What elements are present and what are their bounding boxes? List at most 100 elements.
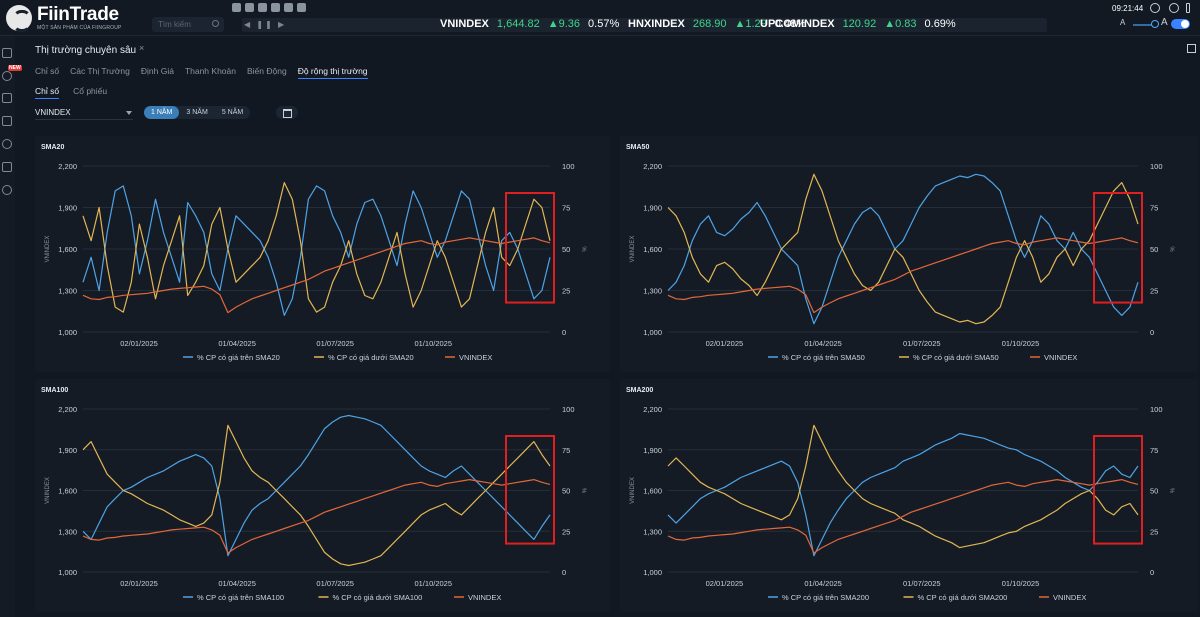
y-right-tick-label: 50 (1150, 245, 1158, 254)
settings-icon[interactable] (297, 3, 306, 12)
range-1-year[interactable]: 1 NĂM (144, 106, 180, 119)
highlight-box (505, 435, 555, 545)
page-title: Thị trường chuyên sâu (35, 45, 137, 56)
y-right-tick-label: 75 (562, 204, 570, 213)
main-tabs: Chỉ số Các Thị Trường Định Giá Thanh Kho… (35, 66, 368, 79)
index-select[interactable]: VNINDEX (35, 106, 133, 120)
series-line-3 (667, 478, 1139, 554)
x-tick-label: 01/07/2025 (903, 579, 941, 588)
legend-label: % CP có giá trên SMA50 (782, 353, 865, 362)
x-tick-label: 01/04/2025 (218, 579, 256, 588)
index-select-value: VNINDEX (35, 108, 71, 117)
calendar-button[interactable] (276, 106, 298, 119)
grid-icon[interactable] (232, 3, 241, 12)
series-line-2 (82, 424, 551, 567)
font-large-label: A (1161, 17, 1168, 28)
tab-thanh-khoan[interactable]: Thanh Khoản (184, 66, 236, 76)
y-left-tick-label: 2,200 (643, 405, 662, 414)
y-right-tick-label: 50 (562, 487, 570, 496)
clock: 09:21:44 (1112, 4, 1144, 13)
font-size-slider-knob[interactable] (1151, 20, 1159, 28)
x-tick-label: 01/10/2025 (414, 339, 452, 348)
sub-tabs: Chỉ số Cổ phiếu (35, 86, 107, 99)
search-input[interactable]: Tìm kiếm (152, 17, 224, 32)
search-icon[interactable] (212, 20, 219, 27)
subtab-chi-so[interactable]: Chỉ số (35, 86, 60, 99)
series-line-1 (82, 185, 551, 316)
search-placeholder: Tìm kiếm (158, 20, 191, 29)
expand-icon[interactable] (1187, 44, 1196, 53)
ticker-controls[interactable]: ◀ ❚❚ ▶ (244, 20, 287, 29)
range-5-years[interactable]: 5 NĂM (221, 109, 244, 116)
clock-icon[interactable] (284, 3, 293, 12)
save-icon[interactable] (2, 116, 12, 126)
series-line-3 (82, 478, 551, 554)
play-icon[interactable] (271, 3, 280, 12)
x-tick-label: 02/01/2025 (120, 579, 158, 588)
user-icon[interactable] (1150, 3, 1160, 13)
y-left-tick-label: 2,200 (643, 162, 662, 171)
y-left-tick-label: 1,600 (58, 245, 77, 254)
close-tab-button[interactable]: × (139, 43, 145, 53)
index-change: ▲9.36 (547, 18, 581, 30)
market-icon[interactable] (2, 71, 12, 81)
legend-label: % CP có giá dưới SMA20 (328, 353, 414, 362)
chart-title: SMA200 (626, 387, 654, 394)
tab-dinh-gia[interactable]: Định Giá (140, 66, 174, 76)
index-pct: 0.69% (924, 18, 956, 30)
y-right-axis-label: % (580, 488, 586, 494)
y-right-tick-label: 25 (1150, 527, 1158, 536)
bell-icon[interactable] (1169, 3, 1179, 13)
index-name: VNINDEX (440, 18, 489, 30)
legend-label: VNINDEX (459, 353, 492, 362)
y-right-tick-label: 0 (562, 568, 566, 577)
series-line-1 (667, 173, 1139, 325)
ticker-upcomindex[interactable]: UPCOMINDEX 120.92 ▲0.83 0.69% (760, 18, 956, 30)
layout-icon[interactable] (258, 3, 267, 12)
ticker-vnindex[interactable]: VNINDEX 1,644.82 ▲9.36 0.57% (440, 18, 619, 30)
y-left-tick-label: 1,000 (58, 568, 77, 577)
tab-do-rong-thi-truong[interactable]: Độ rộng thị trường (297, 66, 368, 79)
y-left-axis-label: VNINDEX (45, 477, 51, 504)
y-left-axis-label: VNINDEX (45, 236, 51, 263)
top-bar: FiinTrade MỘT SẢN PHẨM CỦA FIINGROUP Tìm… (0, 0, 1200, 36)
x-tick-label: 01/07/2025 (316, 579, 354, 588)
x-tick-label: 01/04/2025 (804, 579, 842, 588)
series-line-3 (667, 237, 1139, 314)
y-left-axis-label: VNINDEX (630, 236, 636, 263)
theme-toggle[interactable] (1171, 19, 1190, 29)
brand-subtitle: MỘT SẢN PHẨM CỦA FIINGROUP (37, 25, 122, 31)
font-size-slider[interactable] (1133, 24, 1155, 26)
y-right-tick-label: 100 (1150, 405, 1163, 414)
chart-card-sma100: 2,200 100 1,900 75 1,600 50 1,300 25 1,000 0 VNIND… (35, 379, 610, 612)
y-right-tick-label: 50 (562, 245, 570, 254)
y-right-tick-label: 25 (562, 287, 570, 296)
y-left-tick-label: 1,600 (643, 487, 662, 496)
legend-label: % CP có giá dưới SMA50 (913, 353, 999, 362)
x-tick-label: 01/10/2025 (1002, 579, 1040, 588)
x-tick-label: 01/04/2025 (218, 339, 256, 348)
subtab-co-phieu[interactable]: Cổ phiếu (73, 86, 108, 96)
more-icon[interactable] (1186, 3, 1190, 13)
x-tick-label: 02/01/2025 (120, 339, 158, 348)
ticker-hnxindex[interactable]: HNXINDEX 268.90 ▲1.29 0.48% (628, 18, 806, 30)
brand-logo[interactable]: FiinTrade MỘT SẢN PHẨM CỦA FIINGROUP (6, 3, 122, 33)
x-tick-label: 01/10/2025 (414, 579, 452, 588)
highlight-box (505, 192, 555, 304)
window-icon[interactable] (245, 3, 254, 12)
y-right-tick-label: 25 (1150, 287, 1158, 296)
tab-bien-dong[interactable]: Biến Động (246, 66, 287, 76)
report-icon[interactable] (2, 162, 12, 172)
y-left-tick-label: 1,900 (643, 446, 662, 455)
dashboard-icon[interactable] (2, 48, 12, 58)
y-right-tick-label: 75 (1150, 446, 1158, 455)
range-selector: 1 NĂM 3 NĂM 5 NĂM (144, 106, 251, 119)
chart-icon[interactable] (2, 93, 12, 103)
tab-cac-thi-truong[interactable]: Các Thị Trường (70, 66, 130, 76)
range-3-years[interactable]: 3 NĂM (186, 109, 208, 116)
highlight-box (1093, 435, 1143, 545)
tab-chi-so[interactable]: Chỉ số (35, 66, 60, 76)
gear-icon[interactable] (2, 185, 12, 195)
y-right-tick-label: 100 (562, 405, 575, 414)
refresh-icon[interactable] (2, 139, 12, 149)
